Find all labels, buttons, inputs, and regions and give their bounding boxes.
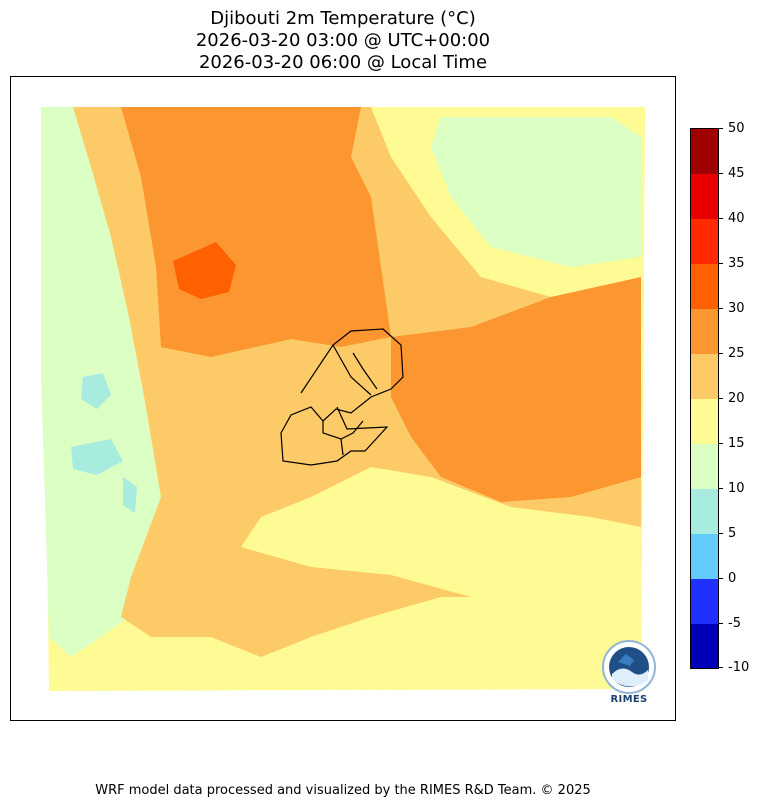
- colorbar-tick: [718, 488, 723, 489]
- north-orange-zone: [121, 107, 391, 357]
- map-frame: [10, 76, 676, 721]
- border-district-1: [332, 344, 372, 396]
- border-district-4: [340, 438, 344, 456]
- temperature-map: [41, 107, 645, 691]
- colorbar-tick: [718, 667, 723, 668]
- colorbar-label-minus5: -5: [728, 616, 741, 631]
- footer-credit: WRF model data processed and visualized …: [95, 783, 591, 798]
- colorbar-segment-minus5-0: [691, 579, 718, 624]
- djibouti-borders: [280, 328, 404, 466]
- colorbar: [690, 128, 719, 669]
- border-district-2: [352, 352, 378, 390]
- colorbar-tick: [718, 308, 723, 309]
- colorbar-segment-40-45: [691, 174, 718, 219]
- map-title: Djibouti 2m Temperature (°C) 2026-03-20 …: [0, 8, 686, 74]
- colorbar-label-0: 0: [728, 571, 737, 586]
- colorbar-segment-25-30: [691, 309, 718, 354]
- colorbar-tick: [718, 173, 723, 174]
- title-line-3: 2026-03-20 06:00 @ Local Time: [198, 52, 488, 73]
- west-cyan-patch-2: [71, 439, 123, 475]
- colorbar-tick: [718, 398, 723, 399]
- colorbar-segment-0-5: [691, 534, 718, 579]
- colorbar-label-5: 5: [728, 526, 737, 541]
- north-dark-orange-patch: [173, 242, 236, 299]
- colorbar-label-40: 40: [728, 211, 745, 226]
- west-cyan-patch-1: [81, 373, 111, 409]
- colorbar-label-30: 30: [728, 301, 745, 316]
- northeast-light-green-zone: [431, 117, 641, 267]
- rimes-logo-text: RIMES: [610, 694, 648, 705]
- border-outline: [280, 328, 404, 466]
- east-orange-zone: [391, 277, 641, 502]
- colorbar-label-35: 35: [728, 256, 745, 271]
- colorbar-segment-10-15: [691, 444, 718, 489]
- colorbar-tick: [718, 578, 723, 579]
- colorbar-tick: [718, 218, 723, 219]
- colorbar-label-15: 15: [728, 436, 745, 451]
- colorbar-tick: [718, 443, 723, 444]
- colorbar-segment-15-20: [691, 399, 718, 444]
- colorbar-tick: [718, 128, 723, 129]
- colorbar-label-minus10: -10: [728, 660, 750, 675]
- colorbar-segment-20-25: [691, 354, 718, 399]
- colorbar-segment-5-10: [691, 489, 718, 534]
- colorbar-tick: [718, 623, 723, 624]
- colorbar-tick: [718, 263, 723, 264]
- title-line-2: 2026-03-20 03:00 @ UTC+00:00: [195, 30, 491, 51]
- colorbar-segment-35-40: [691, 219, 718, 264]
- colorbar-segment-45-50: [691, 129, 718, 174]
- colorbar-tick: [718, 353, 723, 354]
- colorbar-label-10: 10: [728, 481, 745, 496]
- title-line-1: Djibouti 2m Temperature (°C): [210, 8, 476, 29]
- west-cyan-patch-3: [123, 477, 137, 513]
- colorbar-tick: [718, 533, 723, 534]
- rimes-logo-emblem-icon: [602, 640, 656, 694]
- colorbar-label-20: 20: [728, 391, 745, 406]
- colorbar-label-25: 25: [728, 346, 745, 361]
- colorbar-label-50: 50: [728, 121, 745, 136]
- rimes-logo: RIMES: [600, 640, 664, 708]
- colorbar-label-45: 45: [728, 166, 745, 181]
- colorbar-segment-minus10-minus5: [691, 624, 718, 668]
- colorbar-segment-30-35: [691, 264, 718, 309]
